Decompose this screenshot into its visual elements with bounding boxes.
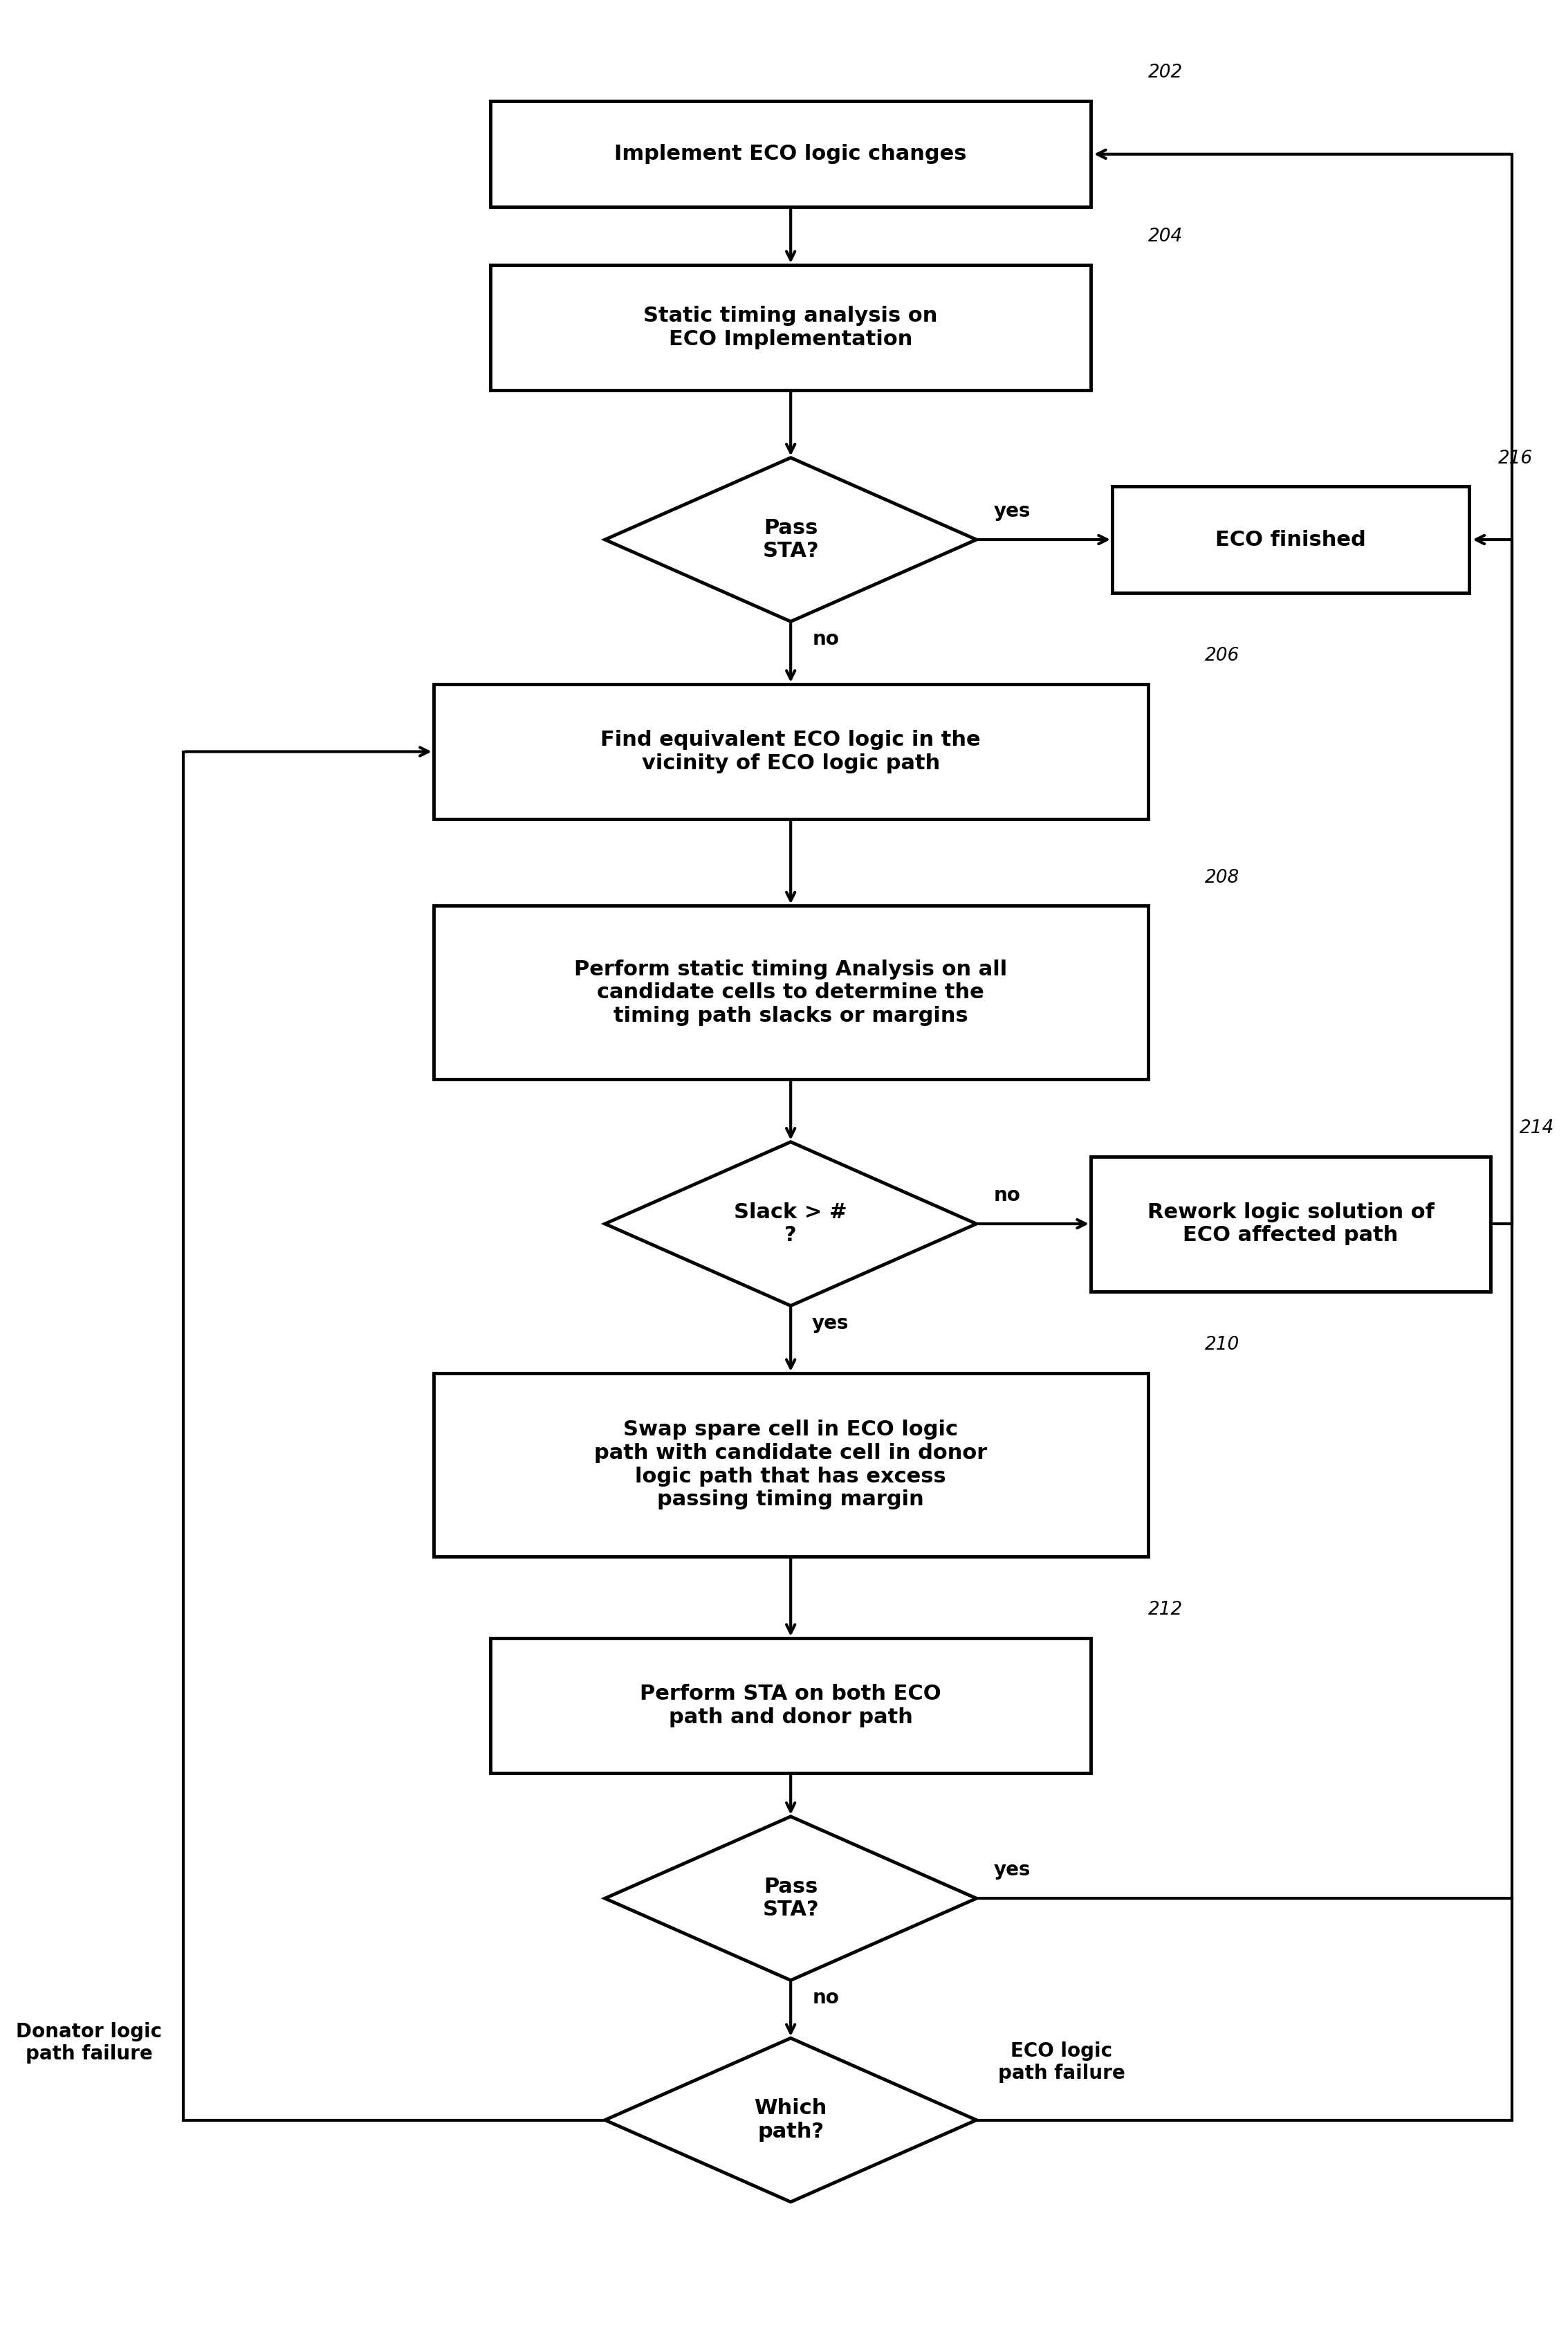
Polygon shape [605,2038,977,2201]
FancyBboxPatch shape [433,1374,1148,1555]
FancyBboxPatch shape [433,683,1148,819]
FancyBboxPatch shape [491,1637,1091,1772]
Text: Pass
STA?: Pass STA? [762,518,818,562]
Text: 208: 208 [1206,868,1240,886]
Text: 214: 214 [1519,1119,1554,1138]
Polygon shape [605,457,977,623]
Text: ECO finished: ECO finished [1215,529,1366,550]
Text: yes: yes [812,1313,850,1334]
FancyBboxPatch shape [1112,487,1469,592]
Text: no: no [812,630,839,648]
Text: Donator logic
path failure: Donator logic path failure [16,2022,162,2064]
Polygon shape [605,1143,977,1306]
Text: Perform STA on both ECO
path and donor path: Perform STA on both ECO path and donor p… [640,1684,941,1728]
Text: 204: 204 [1148,229,1182,245]
Text: 202: 202 [1148,63,1182,82]
Text: 216: 216 [1497,450,1532,466]
Text: Find equivalent ECO logic in the
vicinity of ECO logic path: Find equivalent ECO logic in the vicinit… [601,730,980,774]
Text: Static timing analysis on
ECO Implementation: Static timing analysis on ECO Implementa… [643,305,938,350]
Text: Implement ECO logic changes: Implement ECO logic changes [615,145,967,163]
Text: 212: 212 [1148,1602,1182,1618]
FancyBboxPatch shape [433,905,1148,1080]
Text: yes: yes [994,501,1030,520]
Text: 210: 210 [1206,1336,1240,1355]
FancyBboxPatch shape [491,100,1091,208]
Polygon shape [605,1817,977,1980]
Text: ECO logic
path failure: ECO logic path failure [997,2040,1124,2082]
Text: Pass
STA?: Pass STA? [762,1877,818,1919]
Text: no: no [994,1185,1021,1206]
FancyBboxPatch shape [1091,1157,1491,1292]
Text: yes: yes [994,1861,1030,1880]
Text: no: no [812,1989,839,2008]
Text: 206: 206 [1206,646,1240,665]
Text: Slack > #
?: Slack > # ? [734,1203,847,1245]
Text: Swap spare cell in ECO logic
path with candidate cell in donor
logic path that h: Swap spare cell in ECO logic path with c… [594,1420,988,1509]
Text: Rework logic solution of
ECO affected path: Rework logic solution of ECO affected pa… [1148,1203,1435,1245]
FancyBboxPatch shape [491,266,1091,389]
Text: Perform static timing Analysis on all
candidate cells to determine the
timing pa: Perform static timing Analysis on all ca… [574,958,1007,1026]
Text: Which
path?: Which path? [754,2099,828,2141]
